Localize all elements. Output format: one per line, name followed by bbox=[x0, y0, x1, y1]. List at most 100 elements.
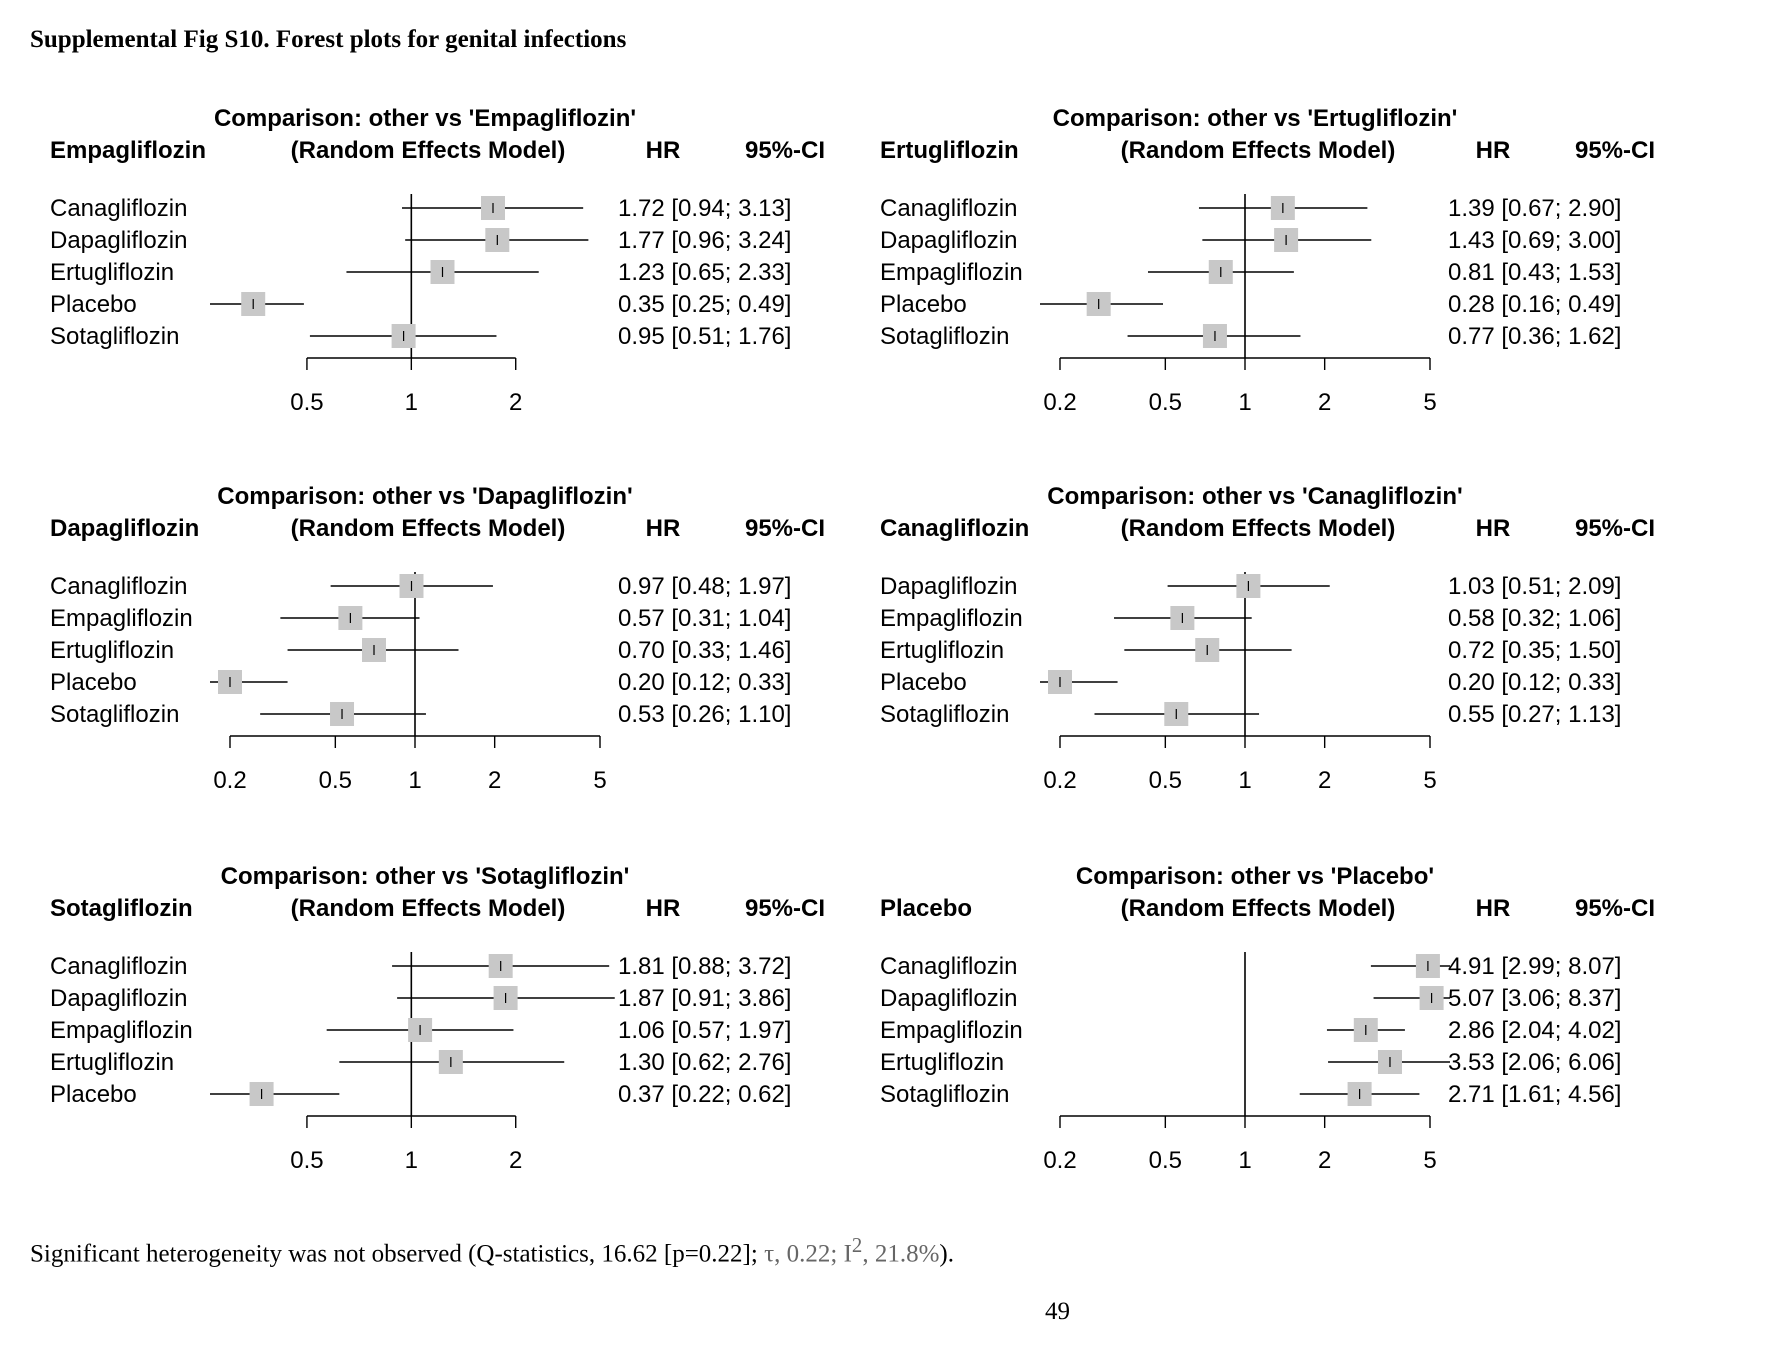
hr-ci-text: 0.70 [0.33; 1.46] bbox=[618, 637, 791, 664]
hr-ci-text: 4.91 [2.99; 8.07] bbox=[1448, 953, 1621, 980]
x-tick-label: 0.5 bbox=[290, 1147, 323, 1174]
x-tick-label: 5 bbox=[1423, 389, 1436, 416]
hr-ci-text: 3.53 [2.06; 6.06] bbox=[1448, 1049, 1621, 1076]
forest-svg: Comparison: other vs 'Canagliflozin' Cana… bbox=[880, 483, 1655, 794]
hr-ci-text: 0.35 [0.25; 0.49] bbox=[618, 291, 791, 318]
row-label: Dapagliflozin bbox=[880, 227, 1017, 254]
hr-ci-text: 1.77 [0.96; 3.24] bbox=[618, 227, 791, 254]
row-label: Empagliflozin bbox=[880, 605, 1023, 632]
comparison-title: Comparison: other vs 'Empagliflozin' bbox=[214, 105, 636, 132]
x-tick-label: 2 bbox=[488, 767, 501, 794]
hr-ci-text: 1.06 [0.57; 1.97] bbox=[618, 1017, 791, 1044]
hr-ci-text: 0.37 [0.22; 0.62] bbox=[618, 1081, 791, 1108]
x-tick-label: 0.2 bbox=[213, 767, 246, 794]
hr-ci-text: 1.39 [0.67; 2.90] bbox=[1448, 195, 1621, 222]
row-label: Placebo bbox=[50, 669, 137, 696]
ci-header: 95%-CI bbox=[1575, 137, 1655, 164]
row-label: Dapagliflozin bbox=[880, 985, 1017, 1012]
footnote-end: ). bbox=[939, 1240, 954, 1268]
hr-ci-text: 2.86 [2.04; 4.02] bbox=[1448, 1017, 1621, 1044]
row-label: Canagliflozin bbox=[50, 953, 187, 980]
reference-header: Dapagliflozin bbox=[50, 515, 199, 542]
row-label: Ertugliflozin bbox=[880, 1049, 1004, 1076]
x-tick-label: 1 bbox=[408, 767, 421, 794]
reference-header: Empagliflozin bbox=[50, 137, 206, 164]
x-tick-label: 1 bbox=[405, 389, 418, 416]
x-tick-label: 2 bbox=[1318, 767, 1331, 794]
hr-ci-text: 1.72 [0.94; 3.13] bbox=[618, 195, 791, 222]
x-tick-label: 0.5 bbox=[290, 389, 323, 416]
x-tick-label: 5 bbox=[1423, 1147, 1436, 1174]
hr-ci-text: 0.58 [0.32; 1.06] bbox=[1448, 605, 1621, 632]
forest-plot-placebo: Comparison: other vs 'Placebo' Placebo (Ra… bbox=[870, 858, 1690, 1188]
hr-header: HR bbox=[646, 137, 681, 164]
reference-header: Sotagliflozin bbox=[50, 895, 193, 922]
reference-header: Placebo bbox=[880, 895, 972, 922]
row-label: Empagliflozin bbox=[50, 1017, 193, 1044]
hr-header: HR bbox=[1476, 515, 1511, 542]
model-header: (Random Effects Model) bbox=[291, 895, 566, 922]
row-label: Dapagliflozin bbox=[880, 573, 1017, 600]
row-label: Sotagliflozin bbox=[880, 323, 1009, 350]
row-label: Canagliflozin bbox=[880, 953, 1017, 980]
row-label: Dapagliflozin bbox=[50, 227, 187, 254]
row-label: Placebo bbox=[50, 1081, 137, 1108]
x-tick-label: 0.5 bbox=[319, 767, 352, 794]
x-tick-label: 2 bbox=[1318, 1147, 1331, 1174]
forest-plot-sotagliflozin: Comparison: other vs 'Sotagliflozin' Sota… bbox=[40, 858, 860, 1188]
forest-svg: Comparison: other vs 'Empagliflozin' Empa… bbox=[50, 105, 825, 416]
hr-ci-text: 0.72 [0.35; 1.50] bbox=[1448, 637, 1621, 664]
model-header: (Random Effects Model) bbox=[1121, 895, 1396, 922]
row-label: Empagliflozin bbox=[50, 605, 193, 632]
row-label: Dapagliflozin bbox=[50, 985, 187, 1012]
row-label: Sotagliflozin bbox=[50, 323, 179, 350]
hr-header: HR bbox=[1476, 137, 1511, 164]
forest-svg: Comparison: other vs 'Dapagliflozin' Dapa… bbox=[50, 483, 825, 794]
x-tick-label: 0.5 bbox=[1149, 767, 1182, 794]
x-tick-label: 5 bbox=[593, 767, 606, 794]
hr-ci-text: 0.95 [0.51; 1.76] bbox=[618, 323, 791, 350]
forest-svg: Comparison: other vs 'Ertugliflozin' Ertu… bbox=[880, 105, 1655, 416]
heterogeneity-note: Significant heterogeneity was not observ… bbox=[30, 1233, 954, 1268]
tau-text: τ, 0.22; I bbox=[764, 1240, 852, 1268]
hr-ci-text: 0.20 [0.12; 0.33] bbox=[1448, 669, 1621, 696]
x-tick-label: 2 bbox=[1318, 389, 1331, 416]
row-label: Ertugliflozin bbox=[50, 637, 174, 664]
comparison-title: Comparison: other vs 'Dapagliflozin' bbox=[217, 483, 632, 510]
i2-value: , 21.8% bbox=[862, 1240, 940, 1268]
row-label: Sotagliflozin bbox=[50, 701, 179, 728]
forest-svg: Comparison: other vs 'Sotagliflozin' Sota… bbox=[50, 863, 825, 1174]
hr-ci-text: 0.20 [0.12; 0.33] bbox=[618, 669, 791, 696]
row-label: Placebo bbox=[50, 291, 137, 318]
x-tick-label: 1 bbox=[1238, 389, 1251, 416]
x-tick-label: 1 bbox=[405, 1147, 418, 1174]
ci-header: 95%-CI bbox=[1575, 515, 1655, 542]
row-label: Canagliflozin bbox=[50, 195, 187, 222]
x-tick-label: 0.2 bbox=[1043, 389, 1076, 416]
row-label: Ertugliflozin bbox=[880, 637, 1004, 664]
x-tick-label: 2 bbox=[509, 1147, 522, 1174]
forest-plot-canagliflozin: Comparison: other vs 'Canagliflozin' Cana… bbox=[870, 478, 1690, 808]
ci-header: 95%-CI bbox=[745, 137, 825, 164]
reference-header: Canagliflozin bbox=[880, 515, 1029, 542]
x-tick-label: 0.2 bbox=[1043, 1147, 1076, 1174]
row-label: Canagliflozin bbox=[880, 195, 1017, 222]
hr-ci-text: 1.87 [0.91; 3.86] bbox=[618, 985, 791, 1012]
reference-header: Ertugliflozin bbox=[880, 137, 1019, 164]
hr-ci-text: 0.57 [0.31; 1.04] bbox=[618, 605, 791, 632]
hr-header: HR bbox=[1476, 895, 1511, 922]
forest-svg: Comparison: other vs 'Placebo' Placebo (Ra… bbox=[880, 863, 1655, 1174]
hr-ci-text: 1.30 [0.62; 2.76] bbox=[618, 1049, 791, 1076]
row-label: Sotagliflozin bbox=[880, 1081, 1009, 1108]
model-header: (Random Effects Model) bbox=[1121, 515, 1396, 542]
hr-ci-text: 1.23 [0.65; 2.33] bbox=[618, 259, 791, 286]
model-header: (Random Effects Model) bbox=[291, 515, 566, 542]
x-tick-label: 0.2 bbox=[1043, 767, 1076, 794]
x-tick-label: 2 bbox=[509, 389, 522, 416]
comparison-title: Comparison: other vs 'Placebo' bbox=[1076, 863, 1434, 890]
ci-header: 95%-CI bbox=[745, 515, 825, 542]
row-label: Ertugliflozin bbox=[50, 259, 174, 286]
row-label: Ertugliflozin bbox=[50, 1049, 174, 1076]
hr-ci-text: 0.77 [0.36; 1.62] bbox=[1448, 323, 1621, 350]
heterogeneity-text: Significant heterogeneity was not observ… bbox=[30, 1240, 765, 1268]
